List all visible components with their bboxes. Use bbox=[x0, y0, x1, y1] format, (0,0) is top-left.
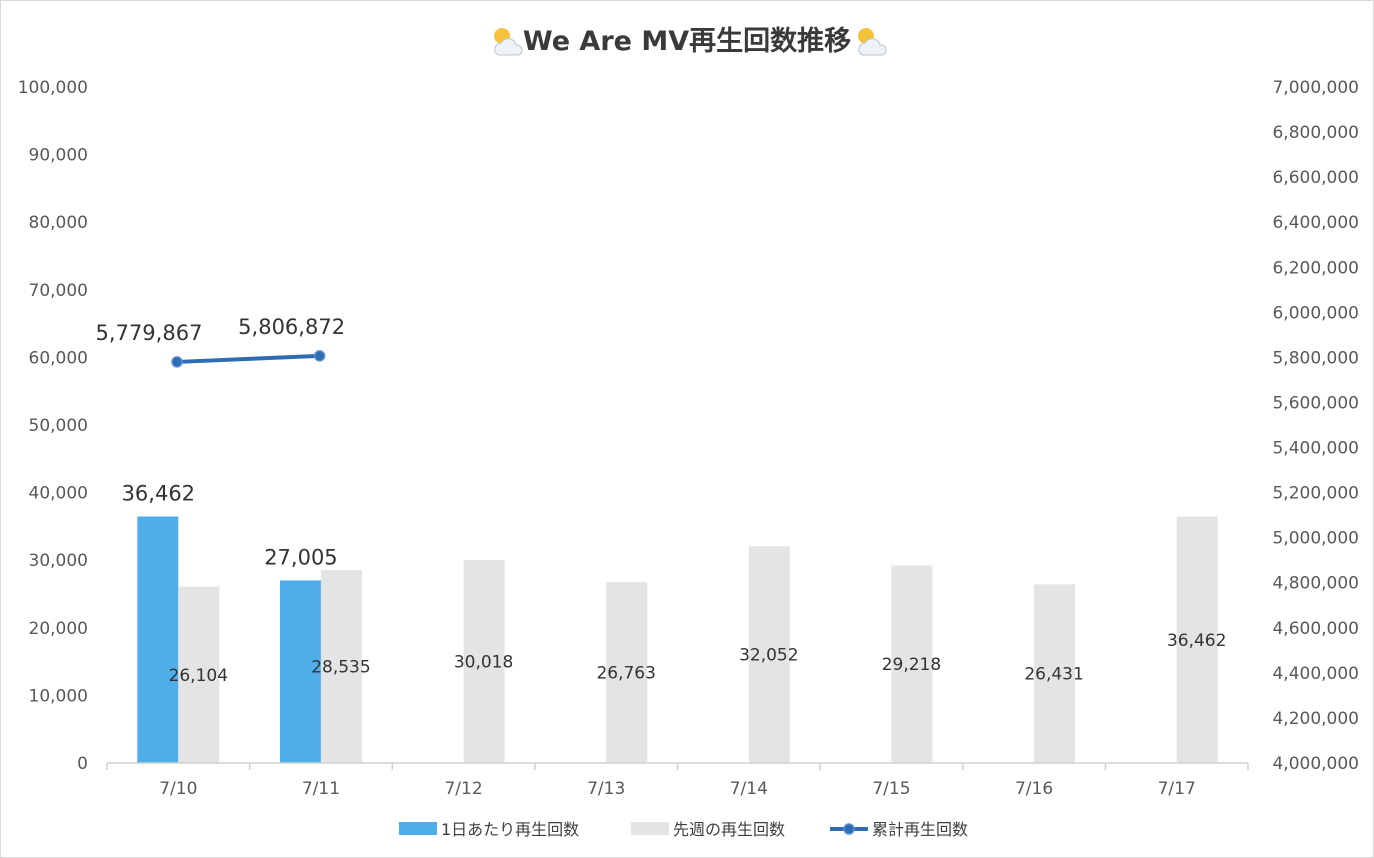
legend-marker bbox=[843, 823, 855, 835]
right-tick-label: 4,200,000 bbox=[1272, 709, 1359, 729]
last-week-views-label: 26,104 bbox=[169, 666, 228, 686]
cumulative-views-point bbox=[171, 356, 183, 368]
last-week-views-bar bbox=[748, 546, 790, 763]
last-week-views-label: 29,218 bbox=[882, 655, 941, 675]
right-tick-label: 6,200,000 bbox=[1272, 258, 1359, 278]
right-tick-label: 7,000,000 bbox=[1272, 78, 1359, 98]
cumulative-views-label: 5,779,867 bbox=[96, 321, 203, 345]
left-tick-label: 50,000 bbox=[29, 416, 88, 436]
right-tick-label: 4,400,000 bbox=[1272, 664, 1359, 684]
right-tick-label: 5,000,000 bbox=[1272, 529, 1359, 549]
bar-series bbox=[137, 516, 1218, 763]
right-tick-label: 5,400,000 bbox=[1272, 439, 1359, 459]
right-tick-label: 5,800,000 bbox=[1272, 348, 1359, 368]
right-tick-label: 5,600,000 bbox=[1272, 393, 1359, 413]
legend-label: 累計再生回数 bbox=[872, 820, 968, 839]
last-week-views-bar bbox=[891, 565, 933, 763]
right-axis: 4,000,000 4,200,000 4,400,000 4,600,000 4,80… bbox=[1272, 78, 1359, 774]
sun-behind-cloud-icon bbox=[858, 28, 887, 56]
left-tick-label: 70,000 bbox=[29, 281, 88, 301]
cumulative-views-point bbox=[313, 350, 326, 362]
last-week-views-label: 26,763 bbox=[596, 664, 655, 684]
right-tick-label: 6,000,000 bbox=[1272, 303, 1359, 323]
legend-swatch bbox=[399, 822, 437, 835]
left-tick-label: 80,000 bbox=[29, 213, 88, 233]
daily-views-bar bbox=[279, 580, 321, 763]
left-tick-label: 0 bbox=[77, 754, 88, 774]
legend-label: 1日あたり再生回数 bbox=[441, 820, 579, 839]
left-tick-label: 100,000 bbox=[18, 78, 88, 98]
last-week-views-bar bbox=[320, 570, 362, 763]
left-tick-label: 90,000 bbox=[29, 146, 88, 166]
right-tick-label: 4,600,000 bbox=[1272, 619, 1359, 639]
right-tick-label: 6,400,000 bbox=[1272, 213, 1359, 233]
x-axis: 7/10 7/11 7/12 7/13 7/14 7/15 7/16 7/17 bbox=[106, 762, 1249, 799]
left-axis: 0 10,000 20,000 30,000 40,000 50,000 60,000 70,… bbox=[18, 78, 88, 774]
last-week-views-bar bbox=[463, 560, 505, 763]
legend-swatch bbox=[631, 822, 669, 835]
last-week-views-label: 32,052 bbox=[739, 646, 798, 666]
x-tick-label: 7/13 bbox=[587, 779, 625, 799]
right-tick-label: 4,000,000 bbox=[1272, 754, 1359, 774]
legend-label: 先週の再生回数 bbox=[673, 820, 785, 839]
cumulative-views-line bbox=[176, 353, 320, 364]
last-week-views-bar bbox=[1034, 584, 1076, 763]
daily-views-label: 27,005 bbox=[264, 545, 337, 569]
left-tick-label: 40,000 bbox=[29, 484, 88, 504]
daily-views-label: 36,462 bbox=[122, 482, 195, 506]
last-week-views-bar bbox=[1176, 516, 1218, 763]
x-tick-label: 7/15 bbox=[872, 779, 910, 799]
right-tick-label: 6,800,000 bbox=[1272, 123, 1359, 143]
last-week-views-label: 36,462 bbox=[1167, 631, 1226, 651]
last-week-views-label: 28,535 bbox=[311, 658, 370, 678]
x-tick-label: 7/11 bbox=[302, 779, 340, 799]
chart-title-group: We Are MV再生回数推移 bbox=[494, 26, 887, 57]
x-tick-label: 7/12 bbox=[444, 779, 482, 799]
cumulative-views-label: 5,806,872 bbox=[238, 315, 345, 339]
right-tick-label: 6,600,000 bbox=[1272, 168, 1359, 188]
x-tick-label: 7/16 bbox=[1015, 779, 1053, 799]
x-tick-label: 7/10 bbox=[159, 779, 197, 799]
chart-title: We Are MV再生回数推移 bbox=[523, 26, 851, 57]
left-tick-label: 60,000 bbox=[29, 348, 88, 368]
sun-behind-cloud-icon bbox=[494, 28, 523, 56]
last-week-views-label: 26,431 bbox=[1024, 665, 1083, 685]
x-tick-label: 7/14 bbox=[730, 779, 768, 799]
last-week-views-label: 30,018 bbox=[454, 653, 513, 673]
daily-views-bar bbox=[137, 516, 179, 763]
right-tick-label: 5,200,000 bbox=[1272, 484, 1359, 504]
legend: 1日あたり再生回数 先週の再生回数 累計再生回数 bbox=[399, 820, 968, 839]
left-tick-label: 20,000 bbox=[29, 619, 88, 639]
last-week-views-bar bbox=[606, 582, 648, 763]
data-labels: 5,779,867 5,806,872 36,462 26,104 27,005 28,5… bbox=[96, 315, 1227, 686]
line-series bbox=[171, 350, 326, 368]
right-tick-label: 4,800,000 bbox=[1272, 574, 1359, 594]
left-tick-label: 10,000 bbox=[29, 686, 88, 706]
x-tick-label: 7/17 bbox=[1158, 779, 1196, 799]
last-week-views-bar bbox=[178, 586, 220, 763]
left-tick-label: 30,000 bbox=[29, 551, 88, 571]
